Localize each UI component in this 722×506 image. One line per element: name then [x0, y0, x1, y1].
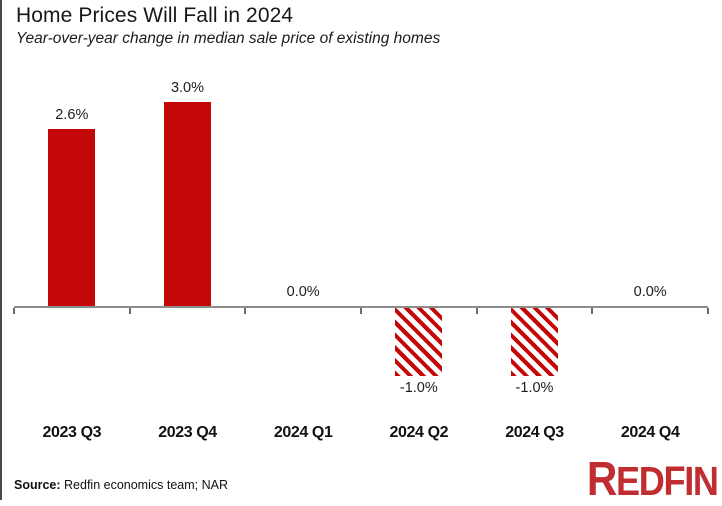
x-axis-label: 2023 Q3 [42, 424, 102, 441]
x-axis-tick [475, 308, 478, 314]
x-axis-label: 2024 Q4 [620, 424, 680, 441]
chart-subtitle: Year-over-year change in median sale pri… [16, 30, 441, 47]
x-axis-tick [244, 308, 247, 314]
bar-negative-2024-q2 [395, 308, 443, 376]
x-axis-tick [128, 308, 131, 314]
x-axis-label: 2024 Q1 [273, 424, 333, 441]
source-label: Source: [14, 478, 61, 492]
value-label: 2.6% [55, 107, 89, 124]
redfin-logo: R EDFIN [587, 452, 719, 506]
redfin-logo-text: EDFIN [616, 458, 719, 505]
value-label: -1.0% [399, 380, 438, 396]
chart-title: Home Prices Will Fall in 2024 [16, 4, 294, 27]
value-label: 0.0% [633, 284, 667, 300]
value-label: 3.0% [170, 80, 205, 96]
x-axis-tick [707, 308, 709, 314]
value-label: 0.0% [286, 284, 320, 300]
value-label: -1.0% [515, 380, 554, 396]
bar-negative-2024-q3 [511, 308, 558, 376]
bar-positive-2023-q3 [48, 129, 96, 306]
x-axis-label: 2024 Q3 [505, 424, 564, 441]
x-axis-label: 2023 Q4 [158, 424, 217, 441]
source-text: Redfin economics team; NAR [60, 478, 228, 492]
redfin-logo-letter-r: R [587, 452, 618, 506]
x-axis-tick [360, 308, 362, 314]
image-left-border [0, 0, 2, 500]
source-note: Source: Redfin economics team; NAR [14, 478, 228, 492]
x-axis-tick [13, 308, 15, 314]
bar-positive-2023-q4 [164, 102, 211, 306]
x-axis-line [14, 306, 708, 308]
x-axis-tick [591, 308, 594, 314]
x-axis-label: 2024 Q2 [389, 424, 449, 441]
